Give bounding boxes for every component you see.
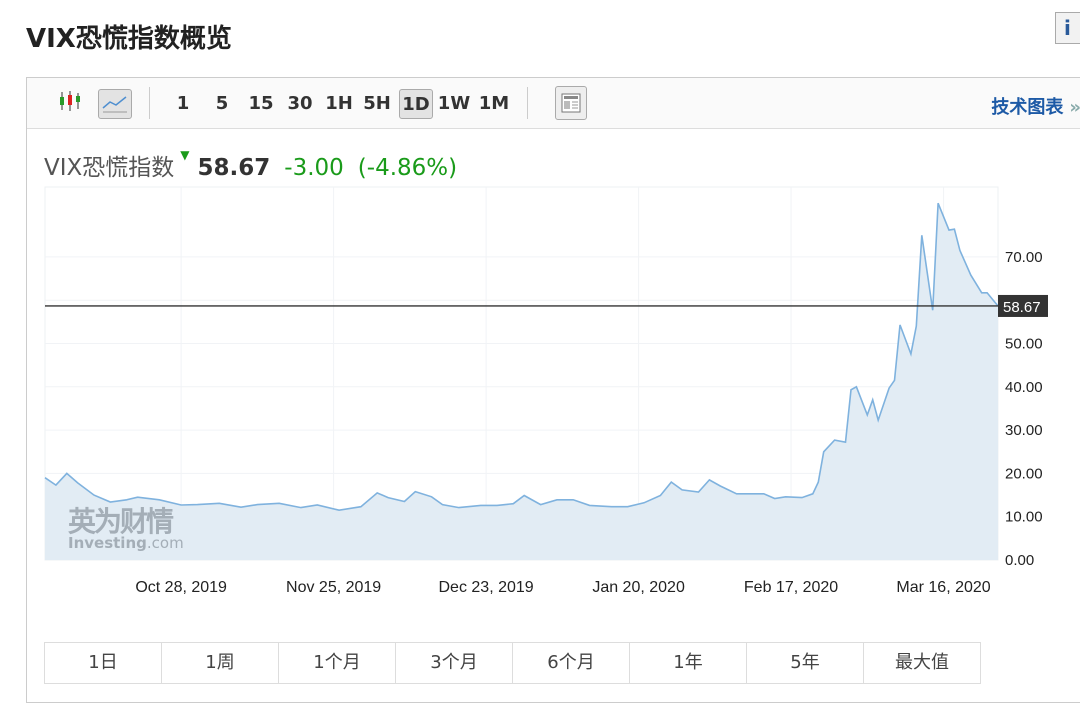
interval-1h[interactable]: 1H xyxy=(325,93,353,114)
series-area-fill xyxy=(45,203,998,560)
y-tick-label: 0.00 xyxy=(1005,552,1034,569)
range-1y[interactable]: 1年 xyxy=(630,643,747,683)
x-tick-label: Dec 23, 2019 xyxy=(439,579,534,596)
y-tick-label: 10.00 xyxy=(1005,509,1043,526)
range-1m[interactable]: 1个月 xyxy=(279,643,396,683)
interval-15[interactable]: 15 xyxy=(248,93,274,114)
candlestick-chart-icon[interactable] xyxy=(55,89,85,119)
range-5y[interactable]: 5年 xyxy=(747,643,864,683)
interval-1m[interactable]: 1M xyxy=(478,93,510,114)
y-tick-label: 30.00 xyxy=(1005,422,1043,439)
x-tick-label: Oct 28, 2019 xyxy=(135,579,227,596)
double-chevron-icon: » xyxy=(1069,97,1080,118)
interval-1w[interactable]: 1W xyxy=(437,93,471,114)
x-tick-label: Mar 16, 2020 xyxy=(896,579,990,596)
range-1w[interactable]: 1周 xyxy=(162,643,279,683)
x-tick-label: Jan 20, 2020 xyxy=(592,579,685,596)
y-tick-label: 70.00 xyxy=(1005,249,1043,266)
page-title: VIX恐慌指数概览 xyxy=(26,24,232,54)
instrument-name: VIX恐慌指数 xyxy=(44,155,175,181)
line-chart-icon[interactable] xyxy=(98,89,132,119)
news-layout-icon[interactable] xyxy=(555,86,587,120)
interval-1[interactable]: 1 xyxy=(176,93,190,114)
y-tick-label: 40.00 xyxy=(1005,379,1043,396)
x-tick-label: Feb 17, 2020 xyxy=(744,579,838,596)
x-tick-label: Nov 25, 2019 xyxy=(286,579,381,596)
current-price-tag xyxy=(998,294,1048,317)
range-6m[interactable]: 6个月 xyxy=(513,643,630,683)
interval-5[interactable]: 5 xyxy=(215,93,229,114)
current-price-label: 58.67 xyxy=(1003,299,1041,316)
info-icon[interactable]: i xyxy=(1055,12,1080,44)
investing-watermark-logo: 英为财情 Investing.com xyxy=(68,505,184,552)
tech-chart-link[interactable]: 技术图表» xyxy=(991,93,1080,119)
interval-30[interactable]: 30 xyxy=(287,93,313,114)
interval-1d[interactable]: 1D xyxy=(399,89,433,119)
quote-header: VIX恐慌指数 ▼ 58.67 -3.00 (-4.86%) xyxy=(44,148,457,182)
toolbar-divider xyxy=(527,87,528,119)
chart-panel: 1 5 15 30 1H 5H 1D 1W 1M 技术图表» xyxy=(26,77,1080,703)
chart-toolbar: 1 5 15 30 1H 5H 1D 1W 1M 技术图表» xyxy=(27,78,1080,129)
toolbar-divider xyxy=(149,87,150,119)
price-change: -3.00 xyxy=(284,155,344,181)
range-3m[interactable]: 3个月 xyxy=(396,643,513,683)
range-selector: 1日 1周 1个月 3个月 6个月 1年 5年 最大值 xyxy=(44,642,981,684)
series-line xyxy=(44,202,999,512)
y-tick-label: 20.00 xyxy=(1005,465,1043,482)
down-arrow-icon: ▼ xyxy=(180,148,190,162)
range-max[interactable]: 最大值 xyxy=(895,652,949,673)
last-price: 58.67 xyxy=(197,155,271,181)
y-tick-label: 50.00 xyxy=(1005,336,1043,353)
tech-chart-label: 技术图表 xyxy=(991,97,1064,118)
price-change-percent: (-4.86%) xyxy=(357,155,458,181)
range-1d[interactable]: 1日 xyxy=(45,643,162,683)
price-chart[interactable]: 0.00 10.00 20.00 30.00 40.00 50.00 70.00 Oct 28… xyxy=(0,0,1080,640)
interval-5h[interactable]: 5H xyxy=(363,93,391,114)
